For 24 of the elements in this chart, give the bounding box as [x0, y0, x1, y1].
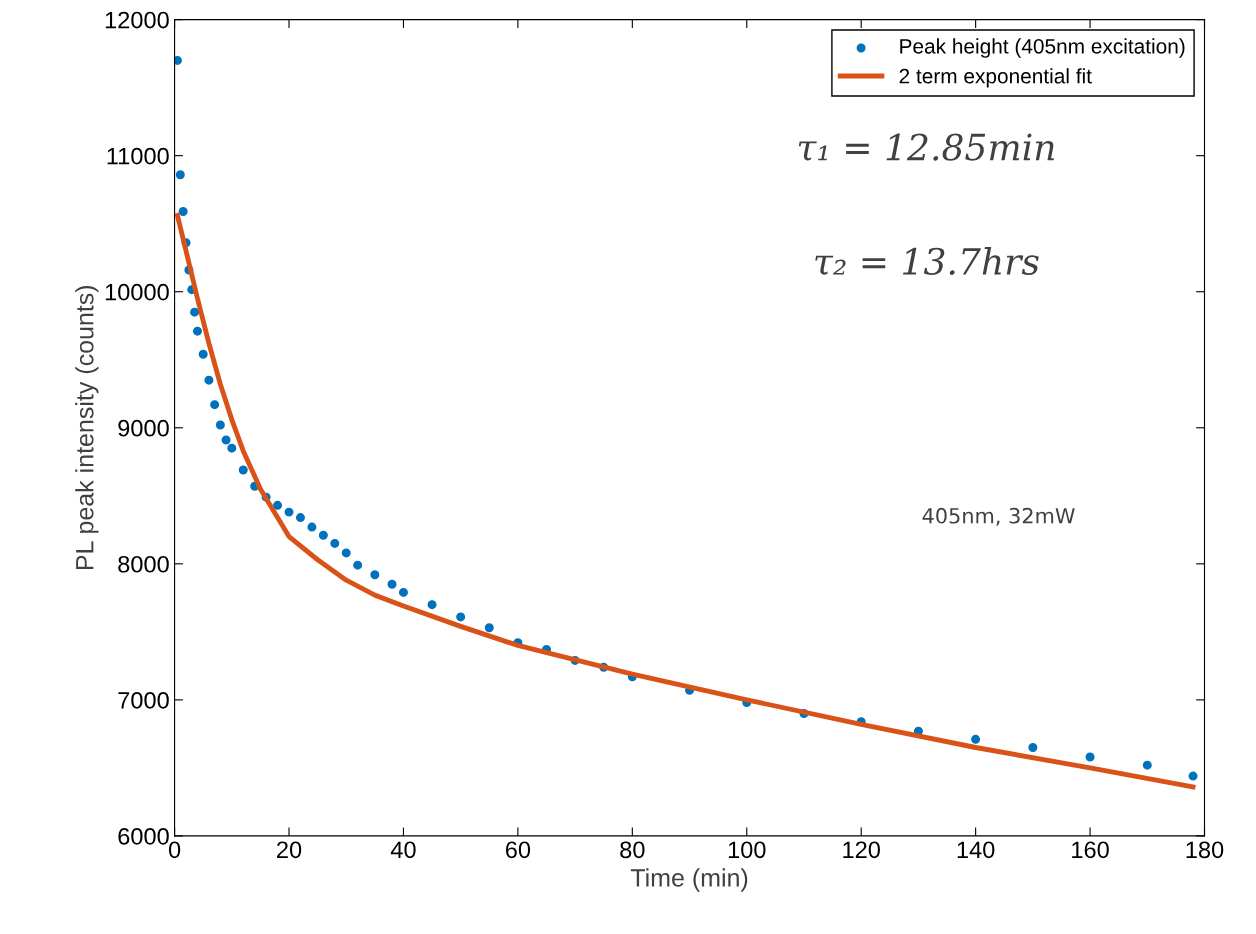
x-tick-label: 180 [1186, 841, 1224, 859]
x-tick-label: 160 [1072, 841, 1109, 859]
y-tick-label: 8000 [118, 555, 169, 573]
x-tick-label: 20 [277, 841, 302, 859]
y-tick-label: 12000 [105, 11, 169, 29]
x-tick-label: 100 [728, 841, 766, 859]
x-axis-title: Time (min) [630, 868, 748, 892]
x-tick-label: 0 [168, 841, 181, 859]
x-tick-label: 80 [620, 841, 645, 859]
legend-label: Peak height (405nm excitation) [900, 38, 1185, 58]
x-tick-label: 60 [505, 841, 531, 859]
x-tick-label: 40 [390, 841, 416, 859]
y-tick-label: 7000 [118, 691, 169, 709]
y-tick-label: 9000 [118, 419, 169, 437]
annotation: τ₁ = 12.85min [798, 133, 1054, 161]
annotation: τ₂ = 13.7hrs [815, 247, 1039, 275]
y-axis-title: PL peak intensity (counts) [75, 285, 99, 570]
annotation: 405nm, 32mW [922, 507, 1075, 526]
y-tick-label: 10000 [105, 283, 169, 301]
y-tick-label: 11000 [107, 147, 169, 165]
y-tick-label: 6000 [118, 828, 169, 845]
legend-label: 2 term exponential fit [899, 68, 1092, 88]
x-tick-label: 140 [957, 841, 995, 859]
x-tick-label: 120 [843, 841, 880, 859]
